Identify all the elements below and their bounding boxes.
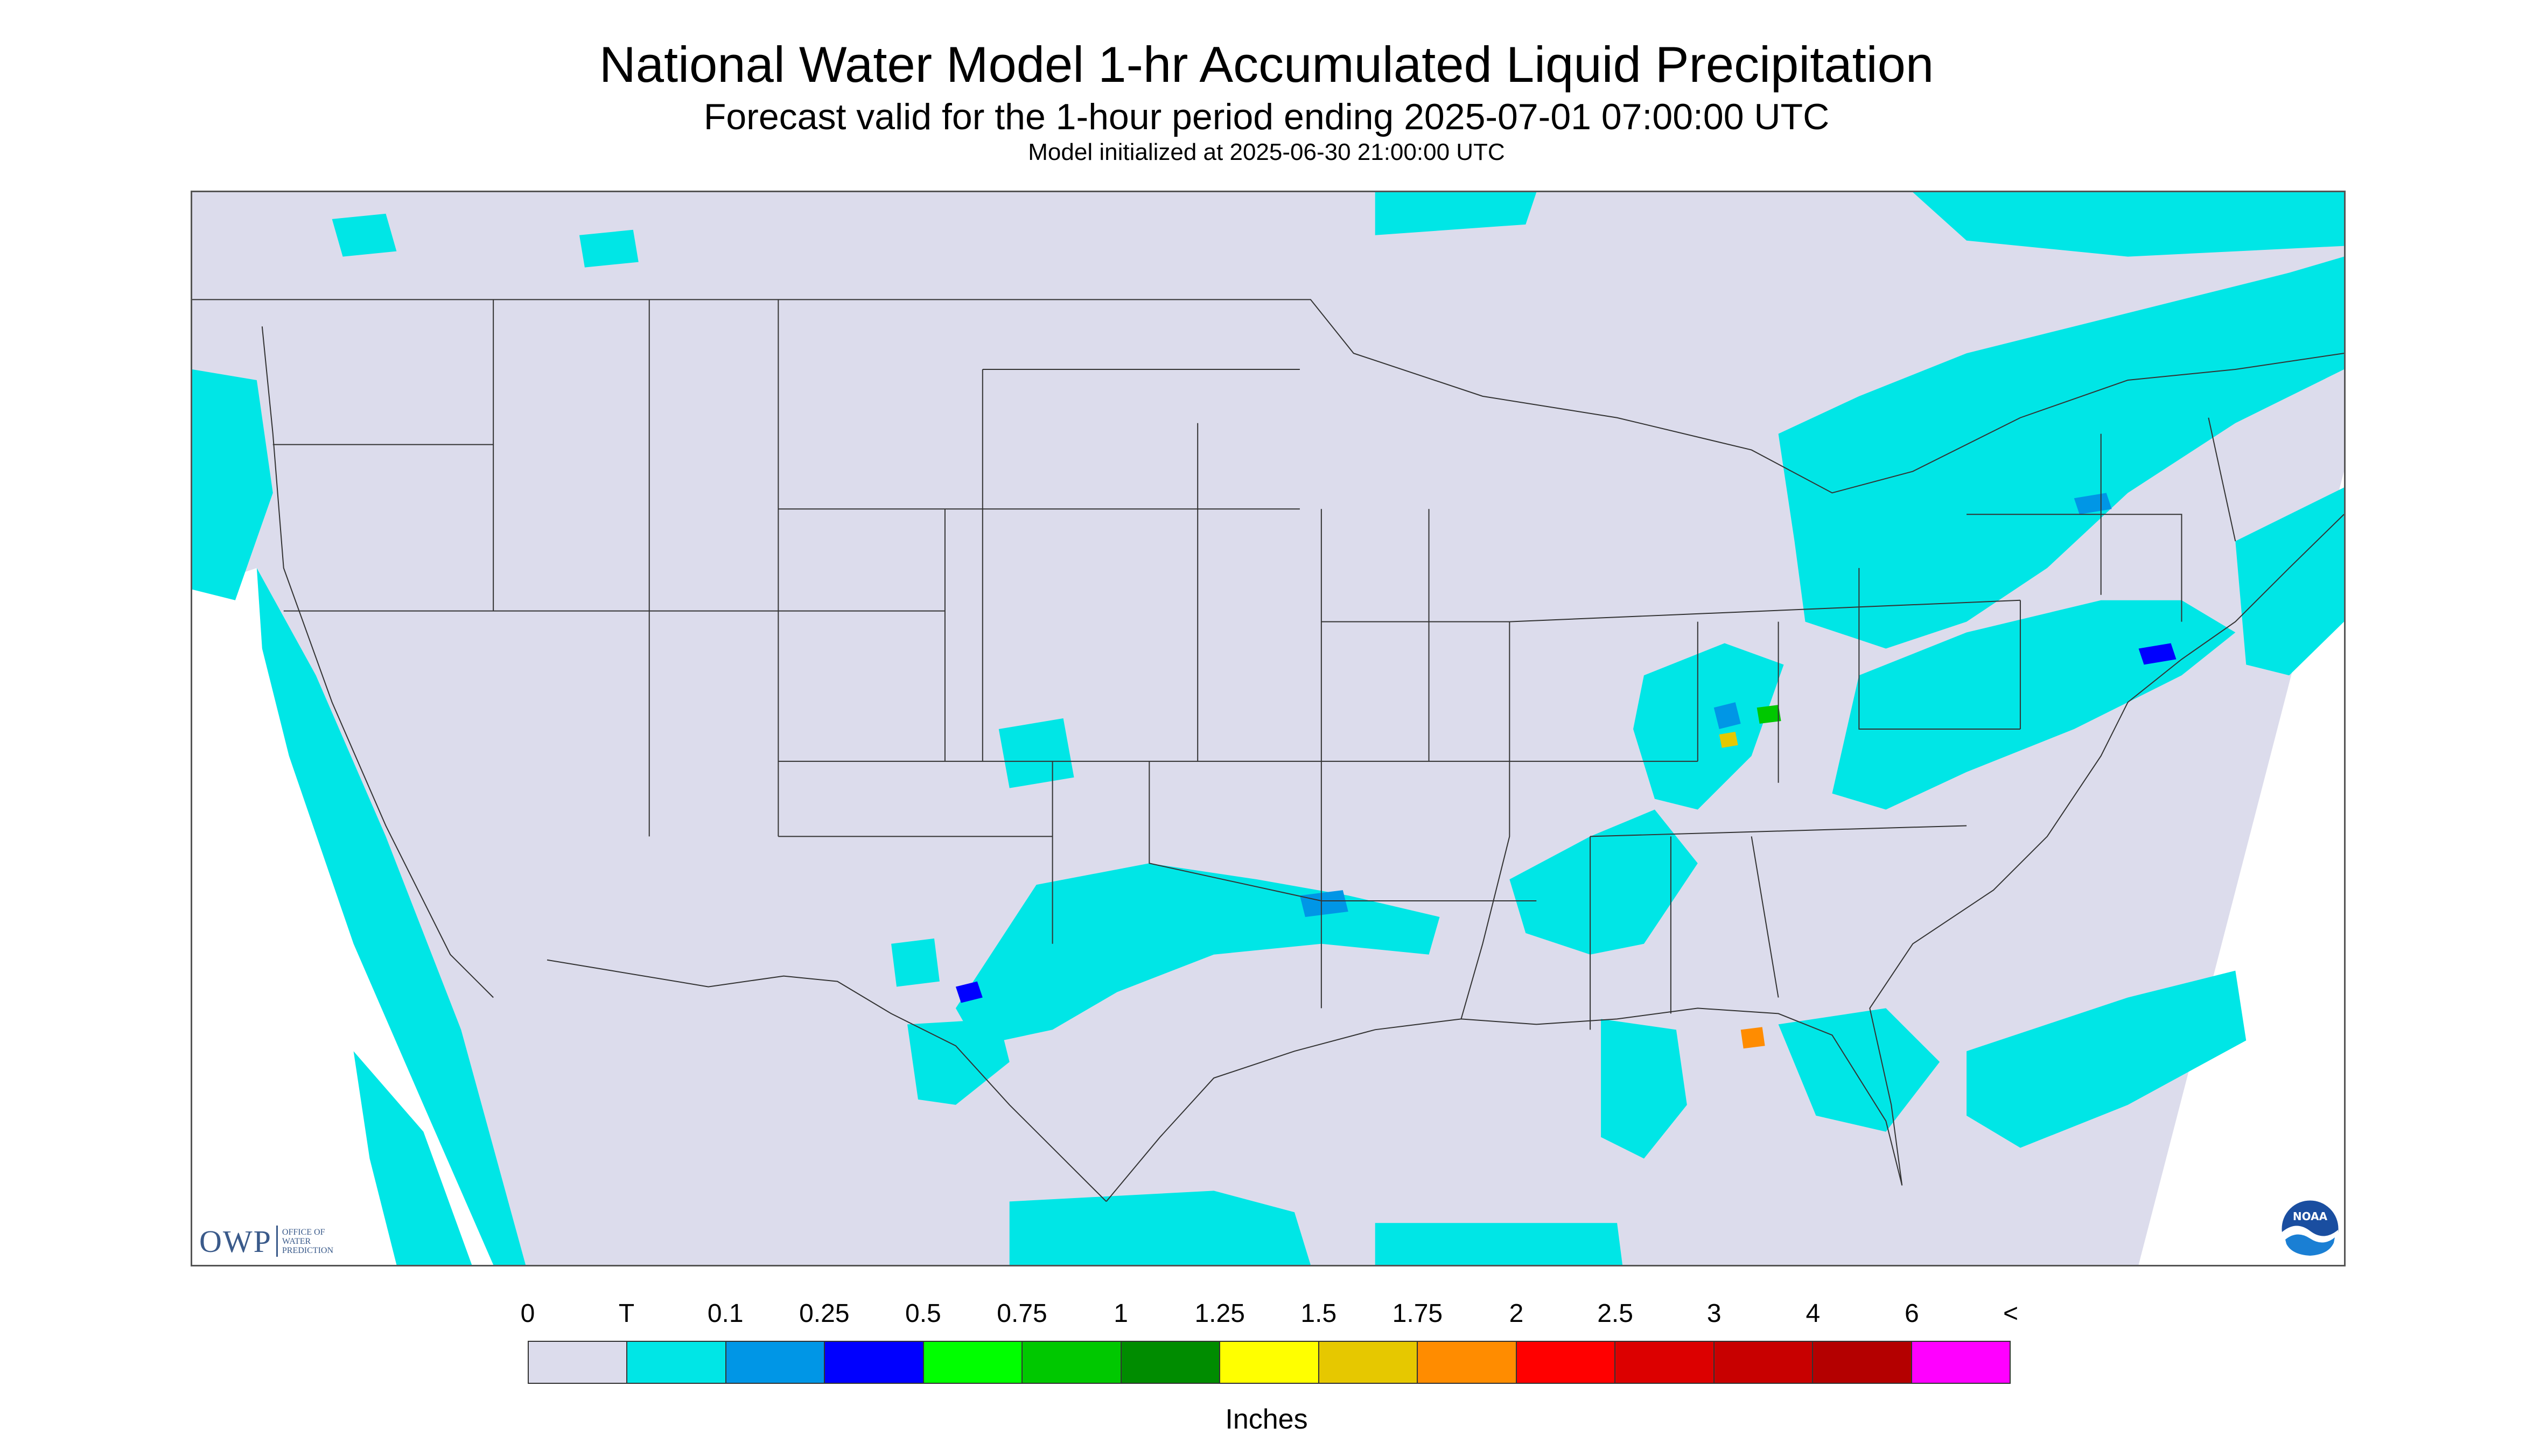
legend-label: <	[2003, 1299, 2019, 1328]
legend-label: 1.25	[1194, 1299, 1245, 1328]
noaa-logo-text: NOAA	[2293, 1210, 2328, 1223]
legend-swatch	[626, 1341, 726, 1384]
model-init-text: Model initialized at 2025-06-30 21:00:00…	[1028, 139, 1505, 165]
legend-swatch	[824, 1341, 924, 1384]
legend-label: 2.5	[1597, 1299, 1633, 1328]
precip-legend	[528, 1341, 2011, 1384]
legend-swatch	[1219, 1341, 1319, 1384]
map-subtitle: Forecast valid for the 1-hour period end…	[703, 96, 1830, 137]
legend-label: 0	[520, 1299, 535, 1328]
legend-swatch	[1614, 1341, 1715, 1384]
legend-label: T	[618, 1299, 635, 1328]
legend-swatch	[1318, 1341, 1418, 1384]
legend-label: 1.5	[1300, 1299, 1337, 1328]
legend-swatch	[1812, 1341, 1912, 1384]
precip-trace-areas	[192, 192, 2344, 1265]
owp-logo: OWP OFFICE OF WATER PREDICTION	[199, 1222, 333, 1260]
legend-label: 0.25	[799, 1299, 850, 1328]
legend-label: 0.5	[905, 1299, 941, 1328]
legend-label: 0.1	[707, 1299, 744, 1328]
precipitation-map	[191, 191, 2346, 1266]
legend-swatch	[1911, 1341, 2011, 1384]
map-canvas	[192, 192, 2344, 1265]
precip-heavier-areas	[955, 493, 2177, 1049]
legend-swatch	[1120, 1341, 1221, 1384]
legend-swatch	[1021, 1341, 1122, 1384]
legend-label: 6	[1905, 1299, 1919, 1328]
legend-swatch	[725, 1341, 825, 1384]
legend-label: 1	[1114, 1299, 1128, 1328]
map-title: National Water Model 1-hr Accumulated Li…	[599, 36, 1934, 93]
owp-logo-divider	[276, 1226, 278, 1257]
legend-label: 0.75	[997, 1299, 1047, 1328]
political-boundaries	[192, 299, 2344, 1202]
legend-label: 4	[1806, 1299, 1821, 1328]
owp-logo-text: OFFICE OF WATER PREDICTION	[282, 1227, 333, 1255]
owp-logo-abbr: OWP	[199, 1223, 272, 1259]
legend-label: 1.75	[1392, 1299, 1443, 1328]
legend-label: 3	[1706, 1299, 1722, 1328]
legend-swatch	[1417, 1341, 1517, 1384]
legend-swatch	[1713, 1341, 1814, 1384]
noaa-logo: NOAA	[2280, 1199, 2340, 1259]
legend-swatch	[1515, 1341, 1616, 1384]
legend-swatch	[922, 1341, 1023, 1384]
legend-labels: 0 T 0.1 0.25 0.5 0.75 1 1.25 1.5 1.75 2 2.5 3 4 6 <	[521, 1299, 2018, 1331]
legend-units: Inches	[1225, 1404, 1308, 1435]
legend-swatch	[528, 1341, 628, 1384]
legend-label: 2	[1509, 1299, 1524, 1328]
